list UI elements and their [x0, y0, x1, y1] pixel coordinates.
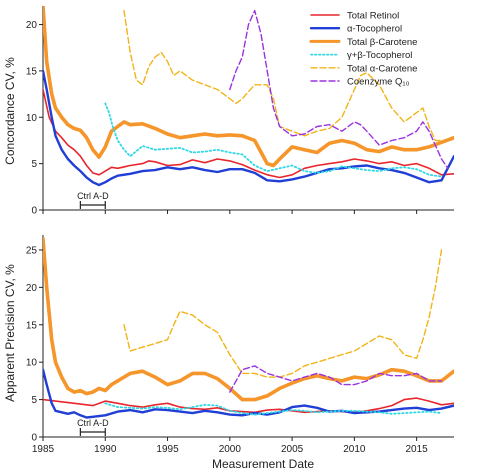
legend-item-coenzyme-q: Coenzyme Q₁₀ [310, 77, 410, 88]
legend-label: Coenzyme Q₁₀ [347, 77, 410, 88]
legend-item-gamma-beta-tocopherol: γ+β-Tocopherol [310, 50, 412, 61]
series-group [43, 236, 454, 419]
series-line-gamma-beta-tocopherol [104, 402, 443, 416]
series-line-total-retinol [43, 88, 454, 179]
y-tick-label: 15 [26, 66, 38, 77]
x-axis-title: Measurement Date [212, 457, 314, 471]
concordance-cv-panel: Concordance CV, % 0 5 10 15 20 Ctrl A-D [3, 6, 454, 217]
ctrl-label: Ctrl A-D [77, 418, 109, 428]
series-line-coenzyme-q [229, 9, 449, 169]
y-tick-label: 20 [26, 20, 38, 31]
series-line-total-alpha-carotene [123, 249, 443, 378]
series-line-total-beta-carotene [43, 6, 454, 168]
x-tick-label: 1995 [156, 444, 179, 455]
legend-label: Total Retinol [347, 11, 399, 22]
series-line-total-retinol [43, 397, 454, 414]
legend-item-total-beta-carotene: Total β-Carotene [309, 37, 417, 48]
ctrl-label: Ctrl A-D [77, 191, 109, 201]
legend-label: Total β-Carotene [347, 37, 417, 48]
y-axis-title: Apparent Precision CV, % [3, 264, 17, 402]
y-tick-label: 20 [26, 283, 38, 294]
legend-label: α-Tocopherol [347, 24, 402, 35]
y-tick-label: 25 [26, 245, 38, 256]
apparent-precision-cv-panel: Apparent Precision CV, % Measurement Dat… [3, 235, 454, 471]
x-tick-label: 1990 [94, 444, 117, 455]
y-tick-label: 5 [31, 395, 37, 406]
concordance-cv-plot-area: 0 5 10 15 20 Ctrl A-D [26, 6, 454, 217]
x-tick-label: 2005 [281, 444, 304, 455]
series-line-total-beta-carotene [43, 236, 454, 402]
series-line-alpha-tocopherol [43, 368, 454, 419]
y-tick-label: 10 [26, 358, 38, 369]
legend-label: γ+β-Tocopherol [347, 50, 412, 61]
ctrl-annotation: Ctrl A-D [77, 418, 109, 436]
y-tick-label: 5 [31, 159, 37, 170]
legend-item-alpha-tocopherol: α-Tocopherol [309, 24, 402, 35]
x-tick-label: 2015 [406, 444, 429, 455]
y-tick-label: 0 [31, 206, 37, 217]
y-tick-label: 10 [26, 113, 38, 124]
series-line-gamma-beta-tocopherol [104, 102, 443, 178]
legend-item-total-alpha-carotene: Total α-Carotene [310, 63, 417, 74]
legend-item-total-retinol: Total Retinol [310, 11, 399, 22]
x-tick-label: 2000 [219, 444, 242, 455]
y-tick-label: 15 [26, 320, 38, 331]
series-line-alpha-tocopherol [43, 69, 454, 187]
y-axis-title: Concordance CV, % [3, 57, 17, 165]
ctrl-annotation: Ctrl A-D [77, 191, 109, 209]
series-group [43, 6, 454, 187]
x-tick-label: 2010 [343, 444, 366, 455]
x-tick-label: 1985 [32, 444, 55, 455]
y-tick-label: 0 [31, 433, 37, 444]
legend-label: Total α-Carotene [347, 63, 417, 74]
apparent-precision-cv-plot-area: 0 5 10 15 20 25 1985 1990 1995 2000 2005 2010 2015 Ct… [26, 235, 454, 455]
series-line-coenzyme-q [229, 365, 443, 393]
legend: Total Retinol α-Tocopherol Total β-Caroten… [309, 11, 417, 88]
